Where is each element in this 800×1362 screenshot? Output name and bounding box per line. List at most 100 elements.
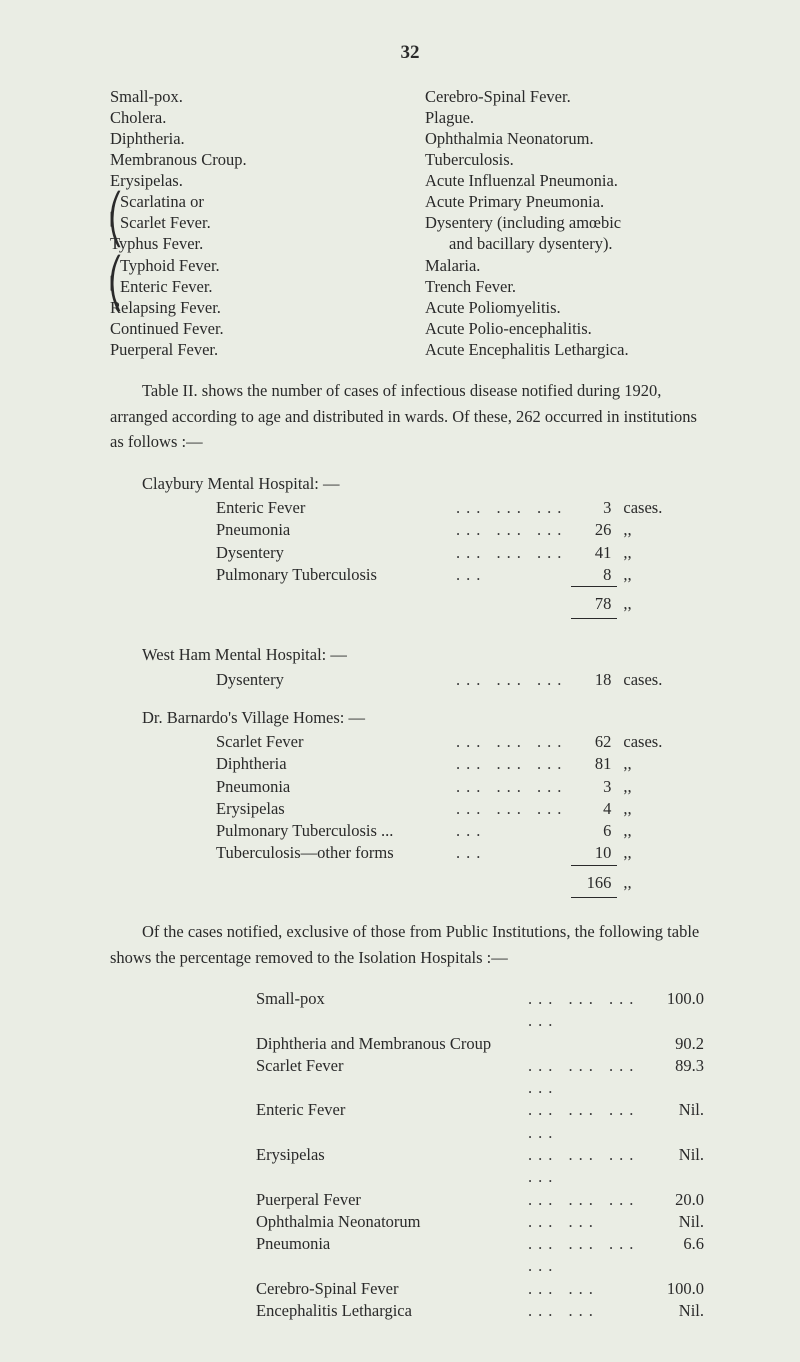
disease-item: Malaria. — [425, 255, 710, 276]
dots: ... — [452, 820, 571, 842]
table-row: Scarlet Fever ... ... ... 62 cases. — [210, 731, 673, 753]
stat-num: 18 — [571, 669, 617, 691]
stat-label: Dysentery — [210, 542, 452, 564]
pct-val: Nil. — [648, 1099, 710, 1144]
stat-num: 41 — [571, 542, 617, 564]
disease-item: Membranous Croup. — [110, 149, 395, 170]
claybury-table: Enteric Fever ... ... ... 3 cases. Pneum… — [210, 497, 673, 622]
disease-item: Acute Polio-encephalitis. — [425, 318, 710, 339]
pct-val: Nil. — [648, 1144, 710, 1189]
pct-label: Scarlet Fever — [250, 1055, 522, 1100]
dots: ... ... ... — [452, 669, 571, 691]
dots: ... ... ... — [452, 776, 571, 798]
stat-num: 10 — [571, 842, 617, 865]
table-row: Encephalitis Lethargica... ...Nil. — [250, 1300, 710, 1322]
barnardo-title: Dr. Barnardo's Village Homes: — — [110, 707, 710, 729]
dots: ... ... ... — [452, 753, 571, 775]
table-row: Diphtheria and Membranous Croup90.2 — [250, 1033, 710, 1055]
table-row: Scarlet Fever... ... ... ...89.3 — [250, 1055, 710, 1100]
table-row: Ophthalmia Neonatorum... ...Nil. — [250, 1211, 710, 1233]
page-container: 32 Small-pox. Cholera. Diphtheria. Membr… — [0, 0, 800, 1362]
table-row: Erysipelas ... ... ... 4 ,, — [210, 798, 673, 820]
table-total-row: 78 ,, — [210, 590, 673, 619]
table-row: Cerebro-Spinal Fever... ...100.0 — [250, 1278, 710, 1300]
stat-label: Enteric Fever — [210, 497, 452, 519]
dots: ... ... ... — [522, 1189, 648, 1211]
disease-item: Relapsing Fever. — [110, 297, 395, 318]
stat-num: 3 — [571, 497, 617, 519]
table-row: Pulmonary Tuberculosis ... ... 6 ,, — [210, 820, 673, 842]
table-row: Small-pox... ... ... ...100.0 — [250, 988, 710, 1033]
westham-table: Dysentery ... ... ... 18 cases. — [210, 669, 673, 691]
disease-item: Acute Encephalitis Lethargica. — [425, 339, 710, 360]
disease-list-left: Small-pox. Cholera. Diphtheria. Membrano… — [110, 86, 395, 360]
pct-label: Pneumonia — [250, 1233, 522, 1278]
pct-label: Encephalitis Lethargica — [250, 1300, 522, 1322]
stat-unit: ,, — [617, 776, 673, 798]
paragraph-1: Table II. shows the number of cases of i… — [110, 378, 710, 455]
dots: ... ... ... — [452, 542, 571, 564]
stat-label: Scarlet Fever — [210, 731, 452, 753]
dots: ... — [452, 842, 571, 865]
disease-item: Trench Fever. — [425, 276, 710, 297]
stat-label: Pulmonary Tuberculosis ... — [210, 820, 452, 842]
stat-label: Pneumonia — [210, 519, 452, 541]
table-row: Tuberculosis—other forms ... 10 ,, — [210, 842, 673, 865]
dots: ... ... ... — [452, 731, 571, 753]
stat-label: Diphtheria — [210, 753, 452, 775]
westham-title: West Ham Mental Hospital: — — [110, 644, 710, 666]
disease-item: Small-pox. — [110, 86, 395, 107]
stat-unit: cases. — [617, 731, 673, 753]
disease-item: Dysentery (including amœbic — [425, 212, 710, 233]
disease-item: Acute Poliomyelitis. — [425, 297, 710, 318]
stat-label: Pulmonary Tuberculosis — [210, 564, 452, 587]
bracket-item: Scarlatina or — [110, 191, 395, 212]
dots: ... ... ... ... — [522, 1233, 648, 1278]
table-row: Pneumonia ... ... ... 3 ,, — [210, 776, 673, 798]
pct-label: Ophthalmia Neonatorum — [250, 1211, 522, 1233]
pct-label: Diphtheria and Membranous Croup — [250, 1033, 522, 1055]
dots: ... ... ... — [452, 497, 571, 519]
table-row: Enteric Fever ... ... ... 3 cases. — [210, 497, 673, 519]
disease-item: Plague. — [425, 107, 710, 128]
pct-label: Enteric Fever — [250, 1099, 522, 1144]
disease-item: Puerperal Fever. — [110, 339, 395, 360]
table-row: Enteric Fever... ... ... ...Nil. — [250, 1099, 710, 1144]
pct-val: Nil. — [648, 1300, 710, 1322]
stat-unit: ,, — [617, 798, 673, 820]
disease-item: Cholera. — [110, 107, 395, 128]
stat-total-num: 78 — [571, 590, 617, 619]
stat-unit: ,, — [617, 842, 673, 865]
disease-item: Ophthalmia Neonatorum. — [425, 128, 710, 149]
stat-unit: ,, — [617, 519, 673, 541]
stat-unit: ,, — [617, 753, 673, 775]
pct-val: 89.3 — [648, 1055, 710, 1100]
bracket-item: Scarlet Fever. — [110, 212, 395, 233]
paragraph-2: Of the cases notified, exclusive of thos… — [110, 919, 710, 970]
dots: ... ... ... ... — [522, 988, 648, 1033]
dots: ... ... ... ... — [522, 1055, 648, 1100]
bracket-item: Typhoid Fever. — [110, 255, 395, 276]
table-row: Pulmonary Tuberculosis ... 8 ,, — [210, 564, 673, 587]
disease-item: Erysipelas. — [110, 170, 395, 191]
stat-num: 81 — [571, 753, 617, 775]
table-row: Puerperal Fever... ... ...20.0 — [250, 1189, 710, 1211]
stat-label: Dysentery — [210, 669, 452, 691]
dots: ... — [452, 564, 571, 587]
stat-label: Pneumonia — [210, 776, 452, 798]
stat-num: 3 — [571, 776, 617, 798]
stat-num: 26 — [571, 519, 617, 541]
table-row: Pneumonia... ... ... ...6.6 — [250, 1233, 710, 1278]
bracket-item: Enteric Fever. — [110, 276, 395, 297]
stat-unit: ,, — [617, 820, 673, 842]
stat-unit: cases. — [617, 669, 673, 691]
pct-label: Cerebro-Spinal Fever — [250, 1278, 522, 1300]
stat-label: Tuberculosis—other forms — [210, 842, 452, 865]
percentage-table: Small-pox... ... ... ...100.0 Diphtheria… — [250, 988, 710, 1322]
pct-val: Nil. — [648, 1211, 710, 1233]
pct-label: Puerperal Fever — [250, 1189, 522, 1211]
disease-item: Acute Primary Pneumonia. — [425, 191, 710, 212]
dots: ... ... ... — [452, 519, 571, 541]
disease-item: Continued Fever. — [110, 318, 395, 339]
stat-unit: cases. — [617, 497, 673, 519]
